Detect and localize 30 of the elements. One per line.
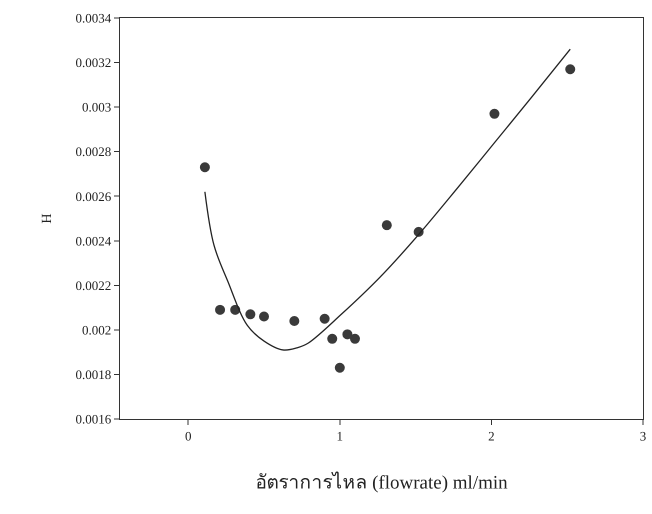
point (489, 108, 500, 119)
y-tick-label: 0.0024 (76, 233, 112, 248)
y-tick-label: 0.0018 (76, 366, 112, 382)
y-tick-label: 0.0026 (76, 188, 112, 204)
point (200, 162, 210, 172)
y-axis-title: H (40, 213, 56, 224)
point (565, 64, 576, 74)
point (320, 314, 330, 324)
y-tick-label: 0.0034 (76, 10, 112, 26)
point (382, 220, 392, 230)
y-tick-label: 0.0032 (76, 55, 112, 70)
point (327, 334, 338, 344)
x-tick-label: 2 (488, 428, 495, 444)
x-tick-label: 1 (336, 428, 344, 444)
y-tick-label: 0.0016 (76, 412, 112, 427)
x-axis-title: อัตราการไหล (flowrate) ml/min (255, 472, 508, 494)
y-tick-label: 0.003 (82, 100, 112, 115)
point (245, 309, 256, 320)
y-tick-label: 0.0022 (76, 278, 112, 293)
point (342, 329, 352, 340)
y-tick-label: 0.002 (82, 322, 112, 338)
point (289, 316, 300, 326)
line-series (204, 48, 571, 351)
point (259, 312, 270, 322)
point (215, 304, 226, 315)
x-tick-label: 0 (184, 428, 192, 444)
x-tick-label: 3 (640, 428, 646, 444)
y-tick-label: 0.0028 (76, 144, 112, 160)
point (334, 362, 345, 373)
point (350, 334, 360, 344)
